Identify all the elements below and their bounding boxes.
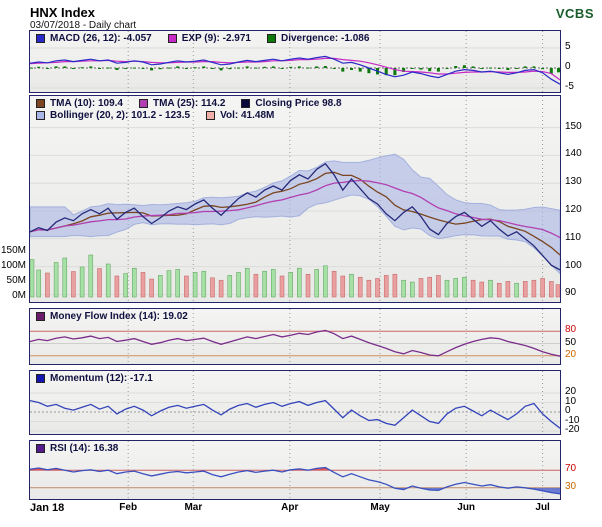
- x-axis-month-label: Apr: [281, 502, 299, 513]
- chart-subtitle: 03/07/2018 - Daily chart: [30, 20, 137, 31]
- x-axis: Jan 18 Feb Mar Apr May Jun Jul: [0, 502, 602, 522]
- axis-tick-label: 0: [565, 405, 571, 416]
- x-axis-month-label: Feb: [119, 502, 138, 513]
- x-axis-month-label: Mar: [184, 502, 203, 513]
- mfi-legend: Money Flow Index (14): 19.02: [36, 311, 188, 322]
- rsi-legend-label: RSI (14): 16.38: [50, 443, 119, 454]
- axis-tick-label: 150: [565, 120, 582, 132]
- legend-item: Momentum (12): -17.1: [36, 373, 153, 384]
- axis-tick-label: 130: [565, 176, 582, 188]
- momentum-chart: [30, 371, 560, 434]
- macd-swatch-icon: [36, 34, 45, 43]
- axis-tick-label: 100M: [0, 260, 26, 271]
- legend-item: Divergence: -1.086: [267, 33, 369, 44]
- axis-tick-label: 90: [565, 287, 577, 299]
- rsi-panel: RSI (14): 16.38: [29, 440, 561, 500]
- axis-tick-label: 140: [565, 148, 582, 160]
- legend-item: RSI (14): 16.38: [36, 443, 118, 454]
- x-axis-month-label: May: [370, 502, 390, 513]
- tma25-swatch-icon: [138, 99, 148, 108]
- legend-item: TMA (10): 109.4: [36, 98, 123, 109]
- macd-panel: MACD (26, 12): -4.057 EXP (9): -2.971 Di…: [29, 30, 561, 93]
- price-chart: [30, 96, 560, 302]
- price-panel: TMA (10): 109.4 TMA (25): 114.2 Closing …: [29, 95, 561, 303]
- tma25-legend-label: TMA (25): 114.2: [152, 98, 226, 109]
- closing-price-swatch-icon: [241, 99, 251, 108]
- legend-item: TMA (25): 114.2: [138, 98, 226, 109]
- axis-tick-label: -20: [565, 424, 580, 435]
- x-axis-month-label: Jul: [535, 502, 550, 513]
- volume-legend-label: Vol: 41.48M: [220, 110, 275, 121]
- volume-swatch-icon: [206, 111, 216, 120]
- tma10-swatch-icon: [36, 99, 45, 108]
- macd-legend: MACD (26, 12): -4.057 EXP (9): -2.971 Di…: [36, 33, 369, 44]
- axis-tick-label: 80: [565, 324, 577, 336]
- price-legend-row2: Bollinger (20, 2): 101.2 - 123.5 Vol: 41…: [36, 110, 274, 121]
- brand-logo-text: VCBS: [555, 6, 594, 21]
- x-axis-month-label: Jan 18: [30, 502, 65, 514]
- axis-tick-label: 0: [565, 61, 571, 72]
- legend-item: Vol: 41.48M: [206, 110, 274, 121]
- mfi-legend-label: Money Flow Index (14): 19.02: [50, 311, 188, 322]
- axis-tick-label: 70: [565, 463, 577, 475]
- axis-tick-label: 150M: [0, 245, 26, 256]
- legend-item: Bollinger (20, 2): 101.2 - 123.5: [36, 110, 190, 121]
- rsi-chart: [30, 441, 560, 499]
- exp-swatch-icon: [167, 34, 177, 43]
- divergence-swatch-icon: [267, 34, 276, 43]
- divergence-legend-label: Divergence: -1.086: [281, 33, 370, 44]
- momentum-swatch-icon: [36, 374, 45, 383]
- axis-tick-label: -5: [565, 81, 574, 92]
- axis-tick-label: 20: [565, 386, 577, 397]
- tma10-legend-label: TMA (10): 109.4: [50, 98, 123, 109]
- axis-tick-label: 50M: [6, 275, 26, 286]
- momentum-legend: Momentum (12): -17.1: [36, 373, 153, 384]
- axis-tick-label: 30: [565, 480, 577, 492]
- rsi-legend: RSI (14): 16.38: [36, 443, 118, 454]
- legend-item: EXP (9): -2.971: [167, 33, 251, 44]
- bollinger-swatch-icon: [36, 111, 45, 120]
- axis-tick-label: -10: [565, 414, 580, 426]
- axis-tick-label: 110: [565, 231, 581, 243]
- macd-legend-label: MACD (26, 12): -4.057: [50, 33, 152, 44]
- x-axis-month-label: Jun: [457, 502, 476, 513]
- axis-tick-label: 120: [565, 203, 582, 215]
- exp-legend-label: EXP (9): -2.971: [181, 33, 251, 44]
- macd-chart: [30, 31, 560, 92]
- legend-item: Closing Price 98.8: [241, 98, 342, 109]
- axis-tick-label: 100: [565, 259, 582, 271]
- page-title: HNX Index: [30, 5, 96, 20]
- axis-tick-label: 5: [565, 41, 571, 52]
- axis-tick-label: 0M: [12, 290, 26, 301]
- bollinger-legend-label: Bollinger (20, 2): 101.2 - 123.5: [50, 110, 191, 121]
- mfi-swatch-icon: [36, 312, 45, 321]
- legend-item: Money Flow Index (14): 19.02: [36, 311, 188, 322]
- rsi-swatch-icon: [36, 444, 45, 453]
- momentum-panel: Momentum (12): -17.1: [29, 370, 561, 435]
- momentum-legend-label: Momentum (12): -17.1: [50, 373, 153, 384]
- closing-price-legend-label: Closing Price 98.8: [255, 98, 342, 109]
- axis-tick-label: 10: [565, 395, 577, 407]
- price-legend-row1: TMA (10): 109.4 TMA (25): 114.2 Closing …: [36, 98, 342, 109]
- mfi-panel: Money Flow Index (14): 19.02: [29, 308, 561, 365]
- legend-item: MACD (26, 12): -4.057: [36, 33, 152, 44]
- mfi-chart: [30, 309, 560, 364]
- axis-tick-label: 20: [565, 348, 577, 360]
- axis-tick-label: 50: [565, 336, 577, 348]
